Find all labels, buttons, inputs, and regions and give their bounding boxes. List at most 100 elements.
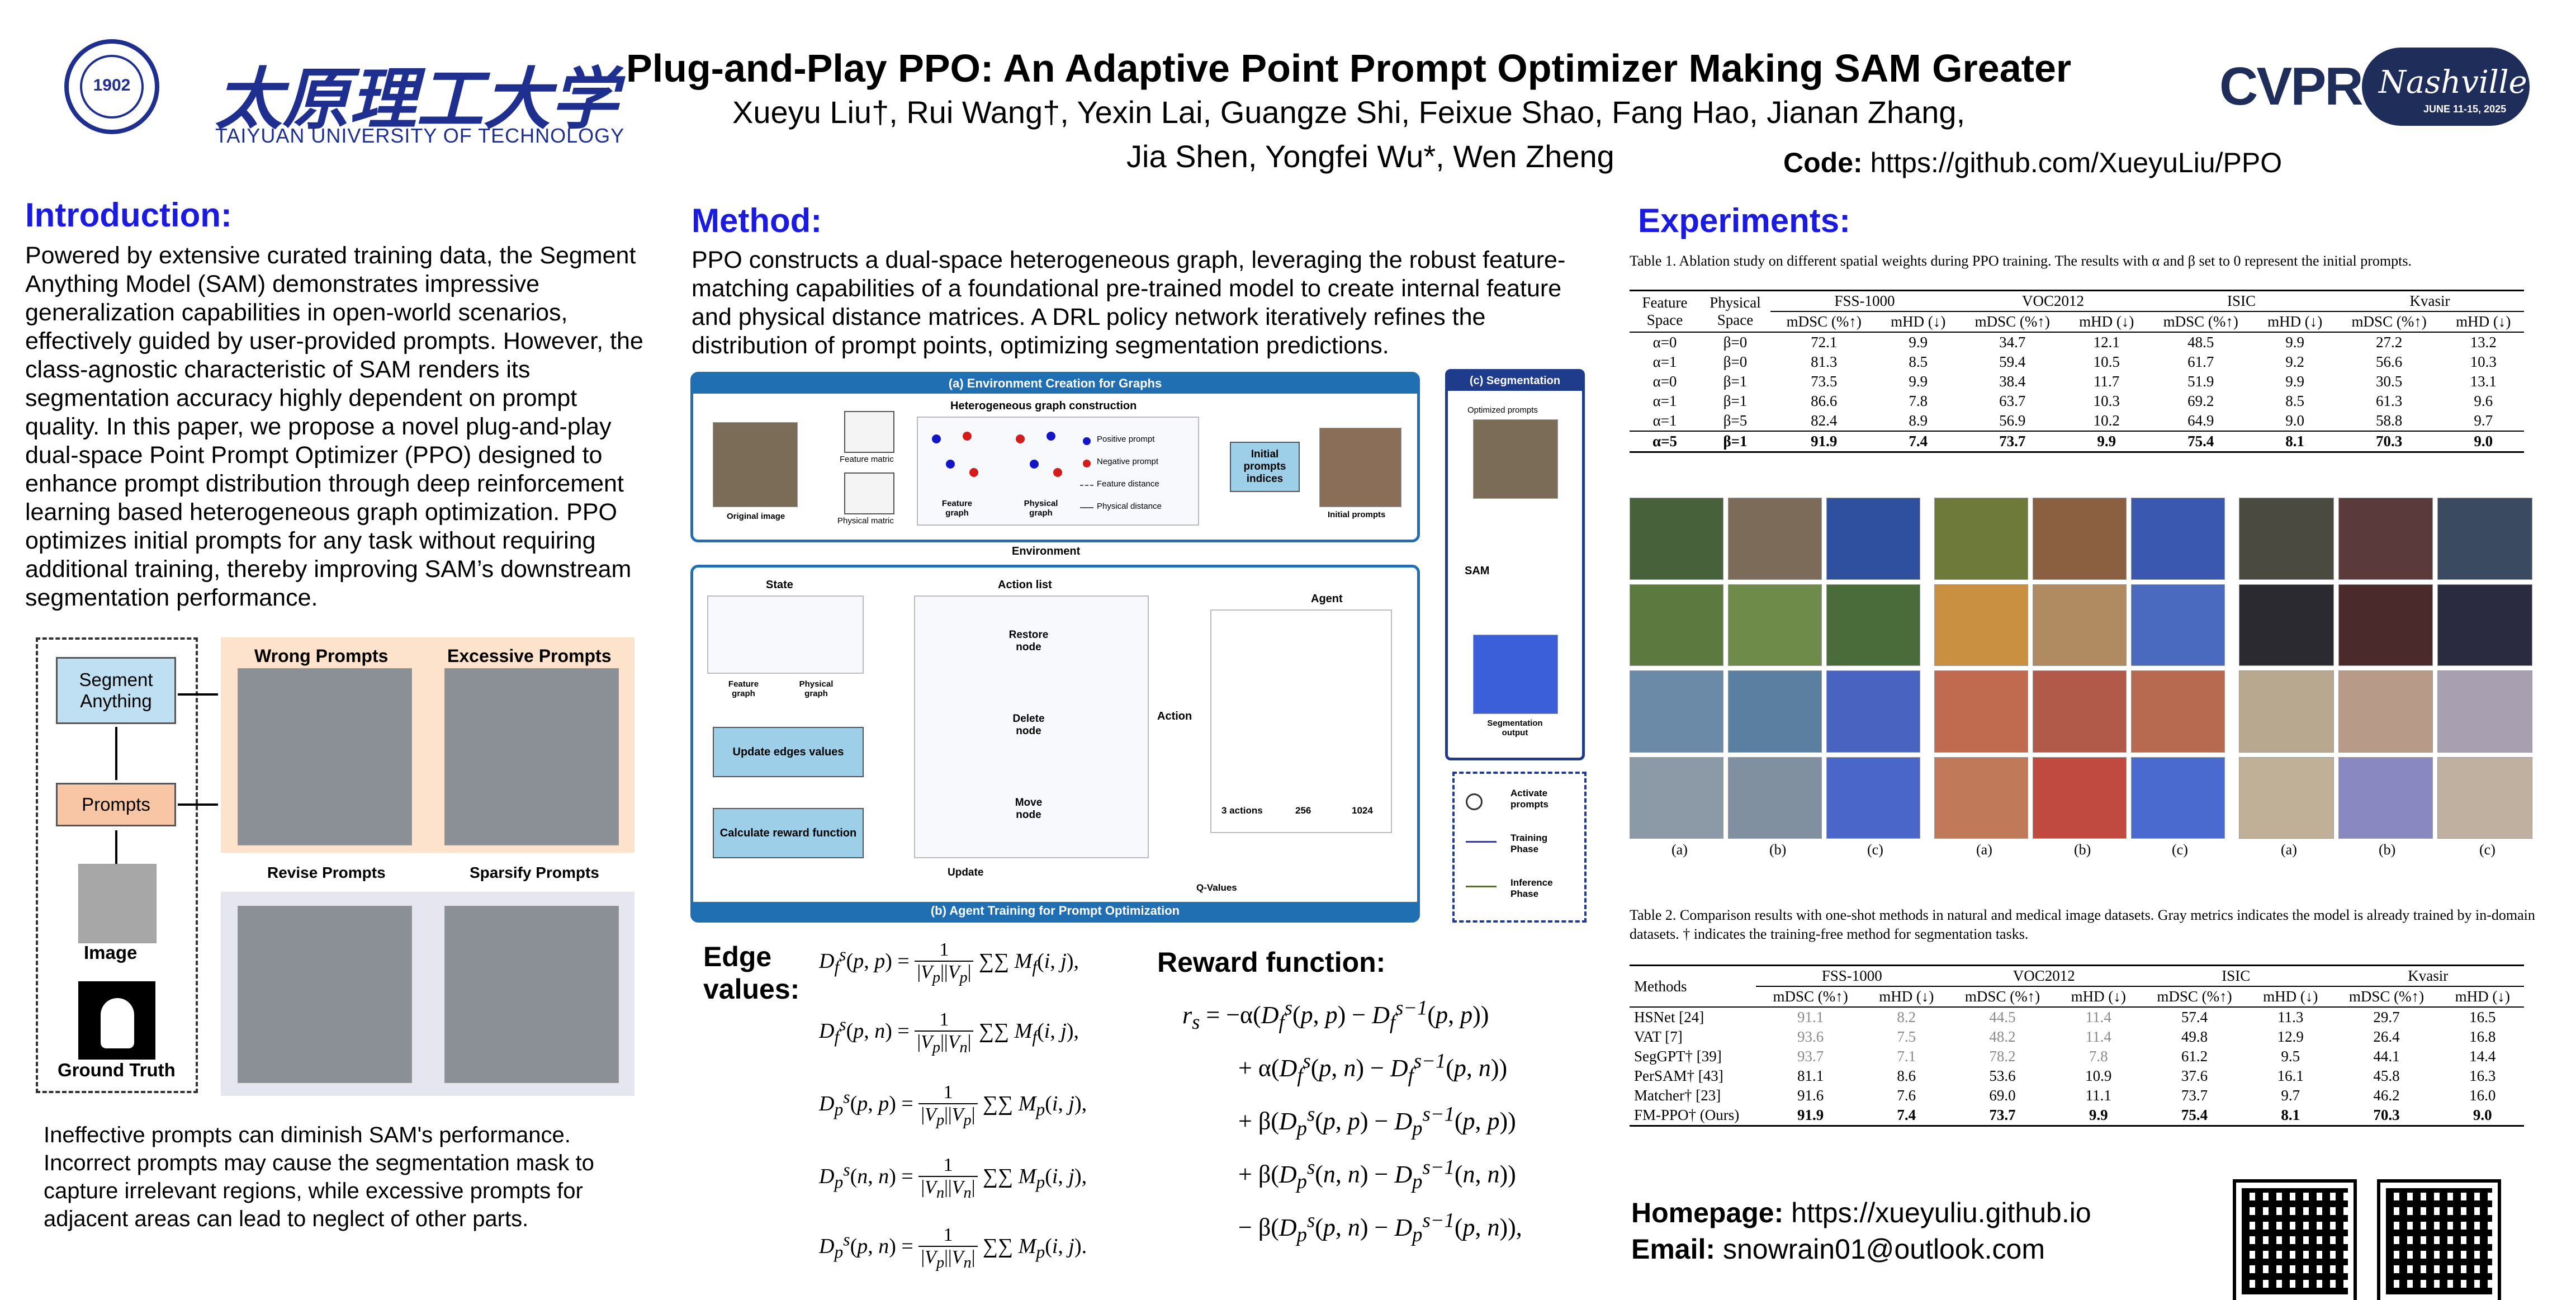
- code-url[interactable]: https://github.com/XueyuLiu/PPO: [1870, 147, 2283, 178]
- table1-row: α=1 β=1 86.6 7.8 63.7 10.3 69.2 8.5 61.3 9.6: [1630, 391, 2524, 411]
- grid-natural-2: [1934, 498, 2225, 839]
- table2-cell: 11.4: [2085, 1028, 2111, 1045]
- t2-h-ds1: VOC2012: [1948, 966, 2140, 987]
- hetero-graph-box: Feature graph Physical graph Positive pr…: [917, 417, 1199, 526]
- table1-row: α=0 β=1 73.5 9.9 38.4 11.7 51.9 9.9 30.5 13.1: [1630, 372, 2524, 391]
- table1-cell: 48.5: [2187, 334, 2214, 351]
- action-list-box: [914, 595, 1149, 858]
- table2-cell: 7.4: [1897, 1107, 1916, 1123]
- method-title: Method:: [692, 202, 822, 239]
- table1-cell: α=0: [1652, 334, 1677, 351]
- table2-cell: 49.8: [2181, 1028, 2208, 1045]
- agent-training-panel: State Feature graph Physical graph Updat…: [690, 565, 1420, 923]
- env-creation-title: (a) Environment Creation for Graphs: [948, 376, 1162, 390]
- reward-eq-line-1: rs = −α(Dfs(p, p) − Dfs−1(p, p)): [1182, 996, 1489, 1033]
- table1-cell: 10.3: [2470, 353, 2497, 370]
- delete-node-label: Delete node: [1012, 713, 1045, 737]
- table1-cell: 75.4: [2187, 433, 2214, 450]
- environment-label: Environment: [1012, 545, 1081, 557]
- table1: Feature Space Physical Space FSS-1000 VO…: [1630, 290, 2524, 453]
- table2-cell: VAT [7]: [1634, 1028, 1683, 1045]
- table1-cell: β=1: [1723, 373, 1748, 390]
- table1-cell: β=0: [1723, 334, 1748, 351]
- homepage-link[interactable]: Homepage: https://xueyuliu.github.io: [1631, 1197, 2091, 1229]
- authors-line-1: Xueyu Liu†, Rui Wang†, Yexin Lai, Guangz…: [732, 94, 1966, 130]
- q-values-label: Q-Values: [1196, 882, 1237, 893]
- diagram-legend: Activate prompts Training Phase Inferenc…: [1452, 772, 1587, 923]
- table1-cell: 9.9: [2285, 373, 2305, 390]
- t1-h-physical: Physical Space: [1710, 294, 1761, 328]
- qr-code-wechat[interactable]: [2377, 1179, 2501, 1300]
- update-label: Update: [948, 867, 984, 878]
- table1-cell: α=0: [1652, 373, 1677, 390]
- table2-cell: 7.1: [1897, 1048, 1916, 1065]
- feature-graph-label: Feature graph: [941, 499, 973, 518]
- ground-truth-label: Ground Truth: [58, 1060, 176, 1080]
- table1-cell: 9.0: [2285, 412, 2305, 429]
- qr-code-github[interactable]: [2233, 1179, 2357, 1300]
- t1-h-ds3: Kvasir: [2335, 291, 2524, 312]
- table1-cell: 86.6: [1811, 393, 1838, 409]
- t2-h-m: mHD (↓): [1879, 988, 1934, 1005]
- email-link[interactable]: Email: snowrain01@outlook.com: [1631, 1233, 2045, 1265]
- reward-eq-line-3: + β(Dps(p, p) − Dps−1(p, p)): [1238, 1102, 1516, 1140]
- table2-cell: 9.5: [2281, 1048, 2300, 1065]
- edge-values-title: Edge values:: [703, 941, 800, 1005]
- table1-cell: 9.9: [2285, 334, 2305, 351]
- t1-h-ds0: FSS-1000: [1770, 291, 1959, 312]
- email-address[interactable]: snowrain01@outlook.com: [1722, 1233, 2045, 1265]
- physical-graph: [1013, 429, 1066, 490]
- table2-cell: 81.1: [1797, 1067, 1824, 1084]
- table1-cell: 56.6: [2376, 353, 2403, 370]
- table2-cell: 91.6: [1797, 1087, 1824, 1104]
- n256-label: 256: [1295, 805, 1311, 816]
- segmentation-output-image: [1473, 635, 1558, 714]
- table2-cell: 10.9: [2085, 1067, 2112, 1084]
- table1-cell: 64.9: [2187, 412, 2214, 429]
- method-paragraph: PPO constructs a dual-space heterogeneou…: [692, 247, 1566, 359]
- table2-cell: 46.2: [2373, 1087, 2400, 1104]
- sam-label: SAM: [1465, 565, 1490, 577]
- table2-cell: 8.1: [2281, 1107, 2300, 1123]
- t2-h-m: mDSC (%↑): [2348, 988, 2425, 1005]
- homepage-url[interactable]: https://xueyuliu.github.io: [1791, 1197, 2091, 1228]
- reward-eq-line-4: + β(Dps(n, n) − Dps−1(n, n)): [1238, 1155, 1516, 1193]
- t2-h-ds3: Kvasir: [2332, 966, 2524, 987]
- grid-natural-1: [1630, 498, 1920, 839]
- grid-label-6: (a): [2281, 842, 2297, 858]
- table1-cell: 58.8: [2376, 412, 2403, 429]
- table1-row: α=1 β=0 81.3 8.5 59.4 10.5 61.7 9.2 56.6 10.3: [1630, 352, 2524, 372]
- segmentation-panel: (c) Segmentation Optimized prompts SAM S…: [1445, 369, 1585, 760]
- table2-cell: 91.9: [1797, 1107, 1824, 1123]
- table2-cell: Matcher† [23]: [1634, 1087, 1721, 1104]
- code-link[interactable]: Code: https://github.com/XueyuLiu/PPO: [1783, 146, 2282, 179]
- table2-cell: 16.8: [2469, 1028, 2496, 1045]
- table2-cell: 16.0: [2469, 1087, 2496, 1104]
- restore-node-label: Restore node: [1008, 629, 1049, 653]
- authors-line-2: Jia Shen, Yongfei Wu*, Wen Zheng: [1126, 139, 1614, 174]
- grid-label-8: (c): [2479, 842, 2496, 858]
- t2-h-m: mDSC (%↑): [1773, 988, 1848, 1005]
- action-list-label: Action list: [998, 579, 1052, 591]
- table2-cell: SegGPT† [39]: [1634, 1048, 1722, 1065]
- feature-graph: [929, 429, 982, 490]
- wrong-prompts-image: [238, 668, 412, 845]
- grid-label-3: (a): [1976, 842, 1992, 858]
- revised-prompts-image: [238, 906, 412, 1083]
- t1-h-m: mHD (↓): [2456, 313, 2511, 330]
- t1-h-m: mDSC (%↑): [1786, 313, 1862, 330]
- table1-cell: 9.9: [1909, 334, 1928, 351]
- legend-activate-prompts: Activate prompts: [1510, 788, 1549, 810]
- action-label: Action: [1157, 710, 1192, 722]
- input-image-thumbnail: [78, 864, 157, 943]
- cvpr-logo: CVPR Nashville JUNE 11-15, 2025: [2219, 45, 2544, 129]
- t1-h-m: mHD (↓): [1891, 313, 1946, 330]
- table2-cell: 37.6: [2181, 1067, 2208, 1084]
- table2-cell: FM-PPO† (Ours): [1634, 1107, 1740, 1123]
- table2-cell: 12.9: [2277, 1028, 2304, 1045]
- reward-eq-line-2: + α(Dfs(p, n) − Dfs−1(p, n)): [1238, 1049, 1508, 1086]
- intro-figure-caption: Ineffective prompts can diminish SAM's p…: [44, 1123, 594, 1231]
- t2-h-m: mDSC (%↑): [2157, 988, 2232, 1005]
- agent-training-title: (b) Agent Training for Prompt Optimizati…: [930, 904, 1180, 918]
- intro-figure-left-panel: [36, 637, 198, 1093]
